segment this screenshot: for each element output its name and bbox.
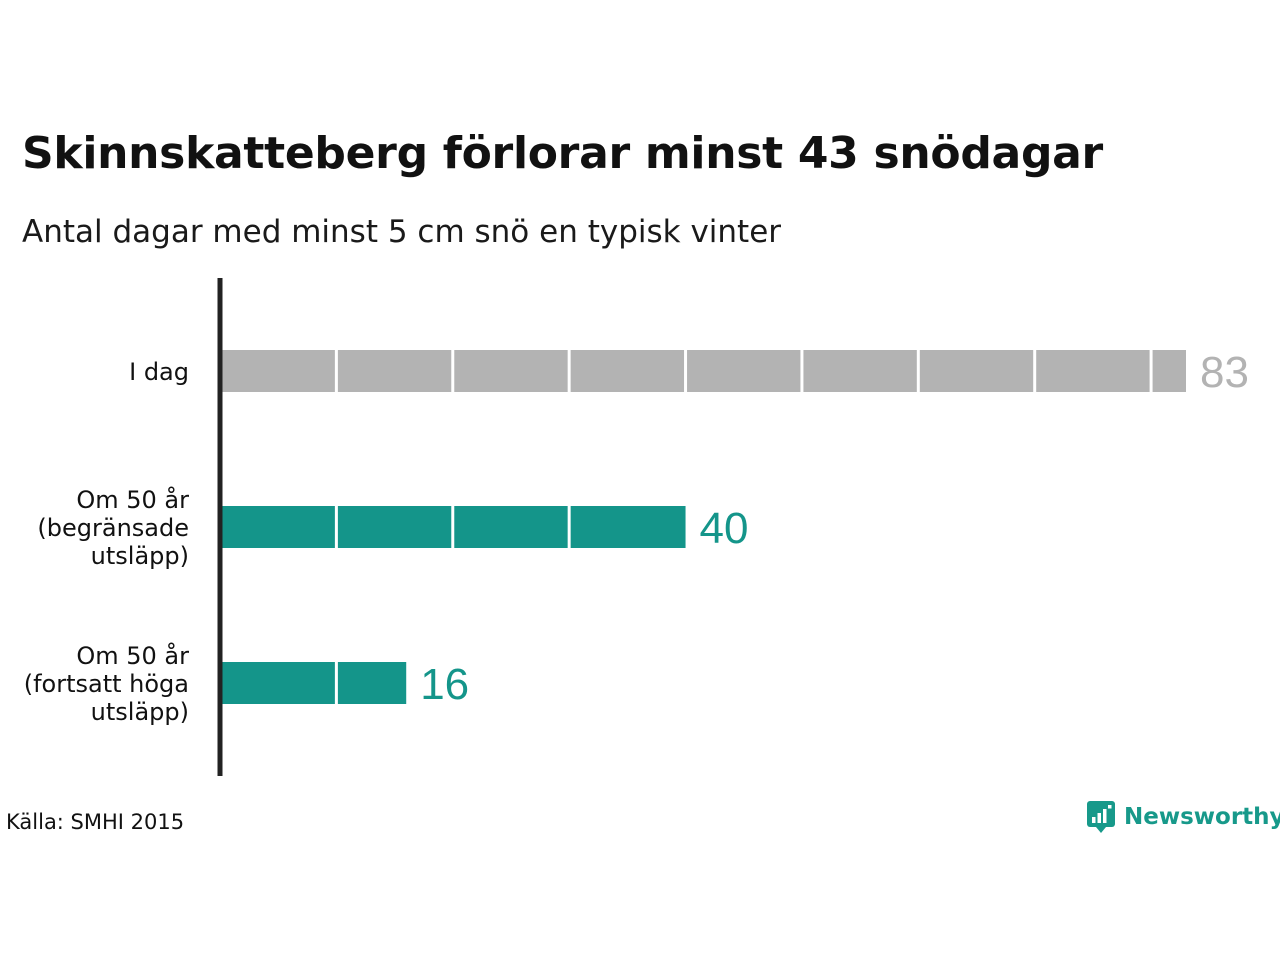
category-label: Om 50 år (fortsatt höga utsläpp) bbox=[24, 641, 189, 726]
newsworthy-logo-icon bbox=[1087, 801, 1115, 833]
category-label-line: (fortsatt höga bbox=[24, 670, 189, 698]
category-label-line: Om 50 år bbox=[76, 485, 189, 514]
category-label-line: utsläpp) bbox=[91, 698, 189, 726]
category-label-line: Om 50 år bbox=[76, 641, 189, 670]
bar bbox=[220, 350, 1186, 392]
bar bbox=[220, 662, 407, 704]
brand-name: Newsworthy bbox=[1124, 804, 1280, 830]
brand-logo: Newsworthy bbox=[1086, 800, 1280, 834]
category-label: I dag bbox=[129, 358, 189, 386]
category-label: Om 50 år (begränsade utsläpp) bbox=[37, 485, 189, 570]
chart-title: Skinnskatteberg förlorar minst 43 snödag… bbox=[22, 128, 1103, 179]
category-label-line: (begränsade bbox=[37, 514, 189, 542]
bar-value-label: 83 bbox=[1200, 348, 1249, 397]
category-label-line: I dag bbox=[129, 358, 189, 386]
bar-value-label: 40 bbox=[700, 504, 749, 553]
source-note: Källa: SMHI 2015 bbox=[6, 810, 185, 834]
chart-subtitle: Antal dagar med minst 5 cm snö en typisk… bbox=[22, 214, 782, 250]
bar-value-label: 16 bbox=[420, 660, 469, 709]
category-label-line: utsläpp) bbox=[91, 542, 189, 570]
